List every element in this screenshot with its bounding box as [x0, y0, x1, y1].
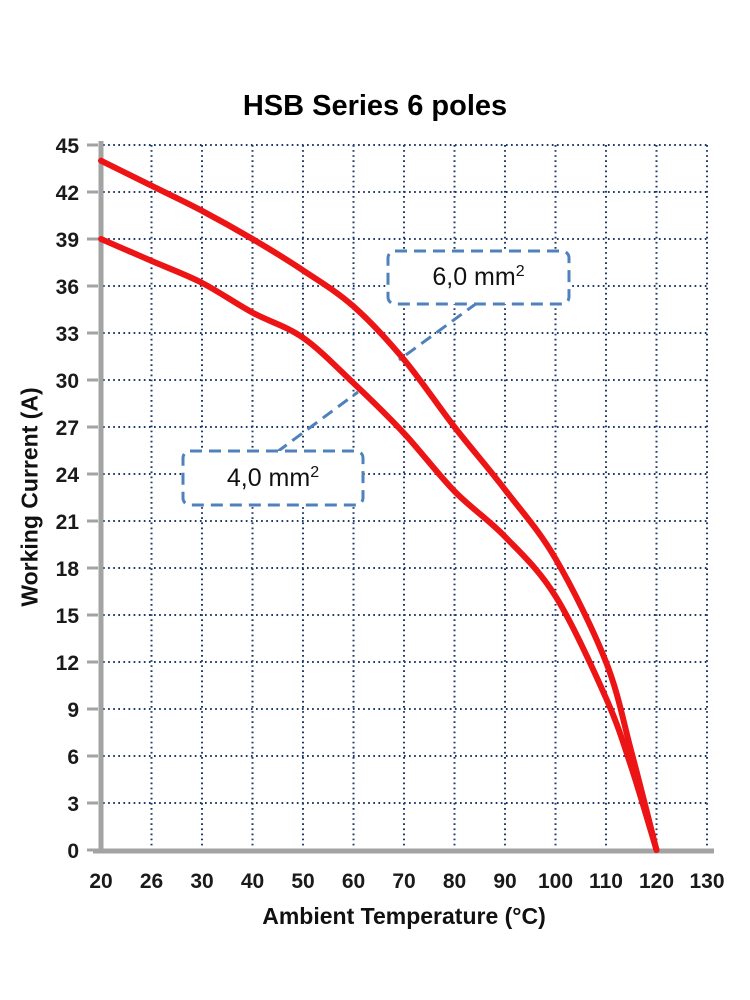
y-tick-label: 30: [56, 370, 79, 393]
y-tick-label: 9: [67, 699, 79, 722]
superscript-2: 2: [515, 263, 525, 280]
series-label-4mm2-box: 4,0 mm2: [183, 451, 363, 505]
y-tick-label: 36: [56, 276, 79, 299]
callout-box: [386, 249, 571, 306]
x-tick-label: 80: [443, 870, 466, 893]
x-tick-label: 110: [589, 870, 623, 893]
leader-line: [398, 301, 478, 362]
x-tick-label: 60: [342, 870, 365, 893]
series-label-6mm2-box: 6,0 mm2: [388, 251, 569, 304]
chart-title: HSB Series 6 poles: [242, 90, 508, 122]
y-tick-label: 12: [56, 652, 79, 675]
x-axis-title: Ambient Temperature (°C): [262, 903, 546, 929]
y-tick-label: 27: [56, 417, 79, 440]
x-tick-label: 20: [89, 870, 112, 893]
y-tick-label: 45: [56, 135, 80, 158]
y-tick-label: 18: [56, 558, 80, 581]
series-curve-6mm2: [98, 157, 660, 853]
y-tick-label: 6: [67, 746, 79, 769]
x-tick-label: 70: [392, 870, 415, 893]
leader-line: [276, 390, 359, 454]
y-tick-label: 21: [56, 511, 80, 534]
callout-box: [181, 449, 365, 507]
series-curve-4mm2: [98, 236, 660, 853]
y-tick-label: 15: [56, 605, 80, 628]
y-tick-label: 0: [67, 840, 79, 863]
series-label-6mm2: 6,0 mm2: [432, 263, 525, 291]
y-tick-label: 24: [56, 464, 80, 487]
y-tick-label: 39: [56, 229, 79, 252]
x-tick-label: 40: [241, 870, 264, 893]
y-tick-label: 3: [67, 793, 79, 816]
x-tick-label: 50: [291, 870, 314, 893]
x-tick-label: 130: [689, 870, 724, 893]
x-tick-label: 100: [538, 870, 573, 893]
x-tick-label: 26: [140, 870, 163, 893]
y-tick-label: 33: [56, 323, 79, 346]
x-tick-label: 120: [639, 870, 674, 893]
x-tick-label: 90: [493, 870, 516, 893]
superscript-2: 2: [310, 463, 320, 481]
y-tick-label: 42: [56, 182, 79, 205]
x-tick-label: 30: [190, 870, 213, 893]
series-label-4mm2: 4,0 mm2: [226, 463, 320, 492]
